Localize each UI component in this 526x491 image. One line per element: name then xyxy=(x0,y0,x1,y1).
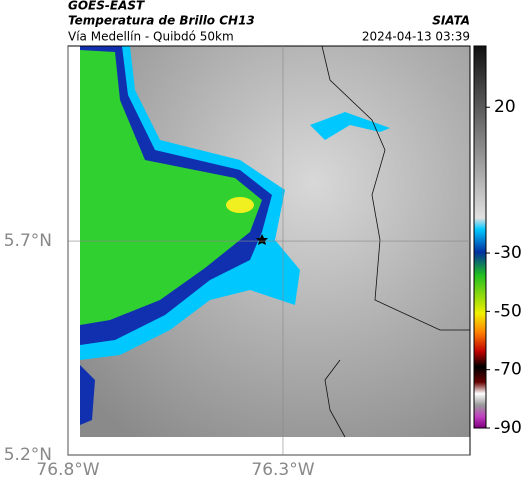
x-tick-label: 76.3°W xyxy=(251,460,314,480)
y-tick-label: 5.2°N xyxy=(4,445,52,465)
brand: SIATA xyxy=(432,14,470,28)
colorbar xyxy=(473,45,487,429)
y-tick-label: 5.7°N xyxy=(4,231,52,251)
x-tick-label: 76.8°W xyxy=(36,460,99,480)
colorbar-tick-label: -70 xyxy=(494,360,522,380)
title: Temperatura de Brillo CH13 xyxy=(68,14,255,28)
source: GOES-EAST xyxy=(68,0,145,13)
colorbar-tick-label: -50 xyxy=(494,301,522,321)
map-image xyxy=(80,45,470,438)
colorbar-tick-label: -30 xyxy=(494,243,522,263)
colorbar-tick-label: 20 xyxy=(494,97,516,117)
route: Vía Medellín - Quibdó 50km xyxy=(68,30,234,44)
colorbar-tick-label: -90 xyxy=(494,418,522,438)
datetime: 2024-04-13 03:39 xyxy=(362,30,470,44)
